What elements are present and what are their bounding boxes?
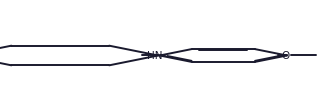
Text: O: O <box>281 51 289 60</box>
Text: HN: HN <box>147 51 163 60</box>
